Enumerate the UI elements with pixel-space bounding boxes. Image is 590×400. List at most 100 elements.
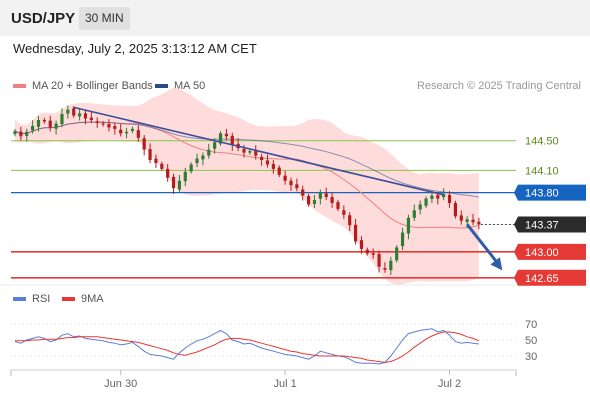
- projection-arrow-head: [490, 257, 503, 271]
- timestamp: Wednesday, July 2, 2025 3:13:12 AM CET: [13, 41, 257, 56]
- ma20-swatch: [13, 84, 26, 88]
- legend-ma20-label: MA 20 + Bollinger Bands: [32, 80, 153, 92]
- candle-body: [359, 240, 364, 249]
- candle-body: [177, 180, 182, 190]
- candle-body: [389, 260, 393, 271]
- x-label-jun-30: Jun 30: [104, 378, 137, 390]
- legend-rsi-label: RSI: [32, 293, 51, 305]
- ma50-swatch: [155, 84, 168, 88]
- candle-body: [213, 142, 217, 149]
- level-143-80-label: 143.80: [525, 188, 559, 200]
- candle-body: [383, 268, 387, 270]
- candle-body: [459, 215, 463, 221]
- candle-body: [107, 124, 111, 128]
- candle-body: [395, 247, 399, 261]
- candle-body: [242, 149, 246, 153]
- candle-body: [289, 180, 293, 186]
- candle-body: [418, 204, 422, 210]
- candle-body: [189, 164, 193, 172]
- candle-body: [25, 131, 29, 136]
- legend-ma50: MA 50: [155, 80, 205, 92]
- candle-body: [89, 117, 93, 120]
- candle-body: [13, 131, 17, 135]
- candle-body: [295, 184, 299, 189]
- candle-body: [412, 210, 416, 218]
- level-143-37-label: 143.37: [525, 219, 559, 231]
- candle-body: [271, 164, 275, 169]
- level-143-80-badge: [514, 184, 586, 201]
- legend-9ma: 9MA: [62, 293, 104, 305]
- candle-body: [72, 108, 76, 116]
- candle-body: [365, 249, 369, 254]
- candle-body: [277, 167, 281, 175]
- candle-body: [83, 113, 88, 119]
- candle-body: [406, 217, 411, 234]
- ma50-line: [14, 121, 479, 198]
- candle-body: [218, 133, 223, 144]
- candle-body: [171, 176, 176, 189]
- candle-body: [31, 125, 35, 131]
- rsi-tick-70: 70: [525, 319, 537, 331]
- candle-body: [66, 109, 70, 114]
- x-label-jul-1: Jul 1: [273, 378, 296, 390]
- candle-body: [183, 171, 187, 182]
- candle-body: [154, 158, 158, 163]
- candle-body: [95, 121, 99, 123]
- candle-body: [342, 210, 346, 215]
- candle-body: [130, 128, 135, 131]
- candle-body: [371, 253, 375, 255]
- candle-body: [248, 151, 252, 153]
- candle-body: [447, 194, 452, 203]
- candle-body: [453, 202, 458, 217]
- level-142-65-badge: [514, 269, 586, 286]
- candle-body: [336, 202, 340, 209]
- rsi-series-9ma: [15, 331, 480, 363]
- candle-body: [224, 133, 228, 137]
- legend-ma20: MA 20 + Bollinger Bands: [13, 80, 153, 92]
- candle-body: [348, 215, 352, 226]
- candle-body: [424, 198, 428, 206]
- candle-body: [54, 123, 58, 129]
- candle-body: [318, 192, 322, 199]
- candle-body: [148, 149, 152, 160]
- candle-body: [254, 150, 258, 156]
- candle-body: [283, 175, 287, 181]
- legend-9ma-label: 9MA: [81, 293, 104, 305]
- research-credit: Research © 2025 Trading Central: [416, 80, 581, 92]
- candle-body: [301, 189, 305, 196]
- rsi-tick-50: 50: [525, 335, 537, 347]
- candle-body: [436, 195, 440, 199]
- candle-body: [400, 232, 405, 247]
- candle-body: [136, 130, 140, 138]
- timeframe-badge[interactable]: 30 MIN: [79, 7, 130, 30]
- rsi-series-rsi: [14, 328, 479, 365]
- candle-body: [207, 149, 211, 156]
- candle-body: [265, 160, 270, 165]
- x-label-jul-2: Jul 2: [438, 378, 461, 390]
- rsi-swatch: [13, 297, 26, 301]
- resistance-trendline: [73, 106, 444, 196]
- candle-body: [260, 156, 264, 160]
- candle-body: [160, 163, 164, 169]
- legend-ma50-label: MA 50: [174, 80, 206, 92]
- candle-body: [119, 129, 123, 134]
- chart-header: USD/JPY 30 MIN: [0, 0, 590, 36]
- candle-body: [377, 253, 381, 267]
- candle-body: [101, 123, 105, 125]
- candle-body: [442, 194, 446, 198]
- candle-body: [477, 221, 481, 225]
- level-143-00-badge: [514, 243, 586, 260]
- symbol-title: USD/JPY: [11, 10, 76, 27]
- projection-arrow-shaft: [465, 223, 501, 267]
- candle-body: [324, 193, 328, 198]
- candle-body: [471, 219, 475, 223]
- candle-body: [113, 126, 117, 129]
- candle-body: [42, 120, 46, 122]
- candle-body: [60, 114, 64, 125]
- candle-body: [307, 196, 311, 205]
- candle-body: [36, 120, 41, 127]
- level-143-37-badge: [514, 216, 586, 233]
- ma9-swatch: [62, 297, 75, 301]
- candle-body: [142, 138, 146, 150]
